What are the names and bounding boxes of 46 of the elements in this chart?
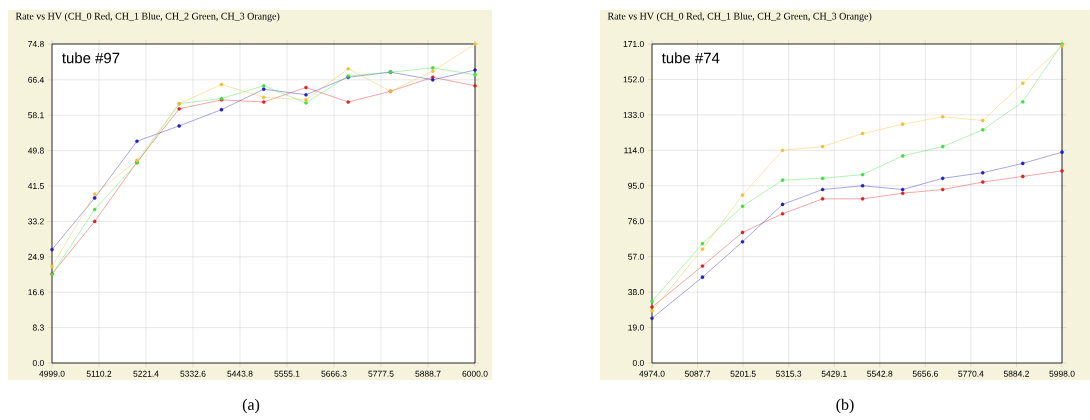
y-tick-label: 49.8 <box>27 147 44 154</box>
x-tick-label: 5884.2 <box>1003 370 1029 377</box>
annotation: tube #74 <box>661 52 720 64</box>
x-tick-label: 4974.0 <box>639 370 665 377</box>
x-tick-label: 5221.4 <box>133 370 159 377</box>
x-tick-label: 5998.0 <box>1049 370 1075 377</box>
x-tick-label: 5087.7 <box>684 370 711 377</box>
y-tick-label: 19.0 <box>628 324 644 331</box>
text: (b) <box>836 398 854 414</box>
x-tick-label: 5666.3 <box>321 370 347 377</box>
text: (a) <box>242 398 260 414</box>
y-tick-label: 57.0 <box>628 253 644 260</box>
y-tick-label: 16.6 <box>28 289 44 296</box>
x-tick-label: 5110.2 <box>86 370 112 377</box>
x-tick-label: 5332.6 <box>180 370 206 377</box>
x-tick-label: 5443.8 <box>227 370 253 377</box>
y-tick-label: 58.1 <box>28 112 44 119</box>
x-tick-label: 5429.1 <box>821 370 847 377</box>
y-tick-label: 8.3 <box>32 324 44 331</box>
x-tick-label: 4999.0 <box>39 370 65 377</box>
y-tick-label: 171.0 <box>623 41 644 47</box>
x-tick-label: 5770.4 <box>958 370 984 377</box>
x-tick-label: 6000.0 <box>462 370 488 377</box>
y-tick-label: 66.4 <box>28 76 44 83</box>
x-tick-label: 5315.3 <box>776 370 802 377</box>
x-tick-label: 5201.5 <box>730 370 756 377</box>
y-tick-label: 38.0 <box>628 289 644 296</box>
x-tick-label: 5888.7 <box>415 370 441 377</box>
y-tick-label: 76.0 <box>628 218 644 225</box>
y-tick-label: 152.0 <box>623 76 644 83</box>
y-tick-label: 41.5 <box>27 183 44 189</box>
x-tick-label: 5555.1 <box>274 370 300 377</box>
y-tick-label: 74.8 <box>28 41 44 47</box>
y-tick-label: 24.9 <box>28 253 44 260</box>
y-tick-label: 33.2 <box>28 218 44 225</box>
y-tick-label: 0.0 <box>32 360 44 366</box>
y-tick-label: 0.0 <box>632 360 644 366</box>
x-tick-label: 5777.5 <box>368 370 394 377</box>
chart-title: Rate vs HV (CH_0 Red, CH_1 Blue, CH_2 Green, CH_3 Orange) <box>15 12 280 22</box>
chart-title: Rate vs HV (CH_0 Red, CH_1 Blue, CH_2 Green, CH_3 Orange) <box>607 12 872 22</box>
y-tick-label: 133.0 <box>623 111 644 118</box>
y-tick-label: 95.0 <box>628 182 644 189</box>
x-tick-label: 5656.6 <box>912 370 938 377</box>
annotation: tube #97 <box>62 52 120 64</box>
x-tick-label: 5542.8 <box>867 370 893 377</box>
y-tick-label: 114.0 <box>624 147 644 154</box>
